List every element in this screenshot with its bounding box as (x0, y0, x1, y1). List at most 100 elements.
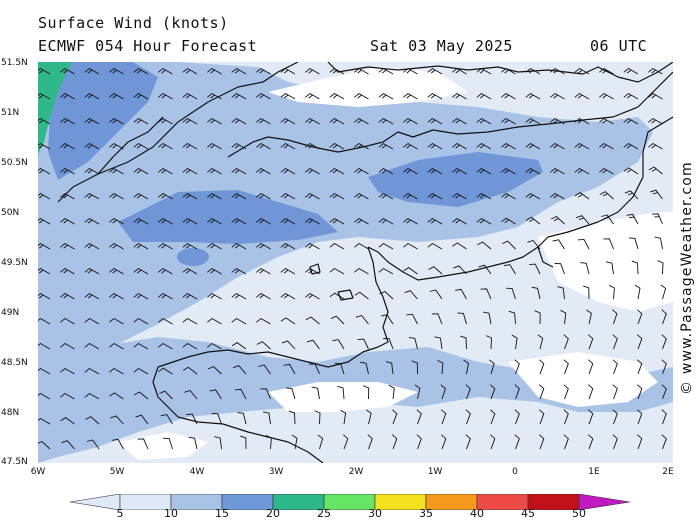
calm-area-east (538, 212, 673, 312)
wind-barb (360, 361, 369, 375)
wind-barb (506, 287, 516, 300)
wind-barb (599, 92, 614, 100)
wind-barb (214, 436, 222, 450)
wind-barb (455, 288, 467, 300)
lat-label: 50N (1, 208, 20, 218)
wind-barb (60, 242, 75, 250)
wind-barb (256, 192, 271, 200)
wind-barb (133, 267, 149, 275)
wind-barb (256, 217, 271, 225)
wind-barb (60, 167, 75, 175)
wind-barb (231, 92, 247, 100)
wind-barb (158, 167, 173, 175)
wind-barb (601, 214, 614, 225)
wind-barb (414, 384, 421, 400)
wind-barb (291, 434, 298, 450)
wind-barb (60, 67, 75, 75)
wind-barb (38, 242, 51, 250)
wind-barb (612, 384, 618, 400)
wind-barb (188, 436, 198, 450)
wind-barb (329, 92, 345, 100)
wind-barb (501, 167, 516, 175)
wind-barb (501, 67, 516, 75)
wind-barb (256, 267, 271, 275)
wind-barb (623, 167, 639, 175)
wind-barb (550, 92, 565, 100)
legend-label: 40 (470, 507, 484, 520)
wind-barb (403, 92, 418, 100)
wind-barb (354, 242, 369, 250)
wind-barb (280, 142, 296, 150)
wind-barb (586, 309, 592, 325)
wind-barb (231, 292, 247, 300)
wind-barb (404, 290, 418, 300)
wind-barb (403, 192, 418, 200)
wind-barb (112, 438, 124, 450)
wind-barb (476, 92, 492, 100)
wind-barb (362, 385, 370, 400)
wind-barb (514, 359, 520, 375)
wind-barb (574, 167, 590, 175)
wind-barb (237, 412, 247, 425)
wind-barb (626, 213, 639, 225)
calm-area-southeast (508, 352, 658, 407)
wind-barb (135, 414, 149, 425)
lat-label: 51.5N (1, 58, 28, 68)
wind-barb (84, 142, 100, 150)
wind-barb (631, 260, 639, 275)
wind-barb (281, 340, 296, 350)
credit-watermark: © www.PassageWeather.com (679, 161, 695, 395)
wind-barb (38, 167, 51, 175)
wind-barb (574, 192, 590, 200)
wind-barb (305, 267, 320, 275)
wind-barb (256, 292, 271, 300)
wind-barb (583, 285, 590, 300)
wind-barb (378, 192, 394, 200)
wind-barb (354, 291, 369, 300)
wind-barb (378, 217, 394, 225)
wind-barb (280, 67, 296, 75)
wind-barb (262, 411, 271, 425)
lon-label: 3W (268, 467, 284, 477)
wind-barb (306, 339, 320, 350)
lon-label: 2E (662, 467, 674, 477)
wind-barb (280, 192, 296, 200)
wind-barb (354, 267, 369, 275)
wind-barb (265, 434, 272, 450)
wind-barb (485, 335, 492, 350)
wind-barb (354, 167, 369, 175)
wind-barb (60, 142, 75, 150)
calm-area-north (268, 67, 468, 107)
wind-barb (525, 216, 541, 225)
wind-barb (207, 317, 222, 325)
wind-barb (283, 363, 296, 375)
wind-barb (231, 167, 247, 175)
wind-barb (514, 384, 520, 400)
wind-barb (109, 342, 124, 350)
wind-barb (329, 117, 345, 125)
wind-barb (427, 92, 443, 100)
wind-barb (207, 365, 222, 375)
wind-barb (207, 242, 222, 250)
wind-barb (661, 334, 667, 350)
wind-barb (38, 67, 51, 75)
wind-barb (84, 367, 100, 375)
wind-barb (537, 334, 544, 350)
wind-barb (525, 67, 541, 75)
wind-barb (648, 166, 663, 175)
wind-barb (637, 434, 643, 450)
wind-barb (334, 362, 345, 375)
wind-barb (623, 142, 639, 150)
wind-barb (231, 192, 247, 200)
wind-barb (577, 238, 590, 250)
lat-label: 48.5N (1, 358, 28, 368)
wind-barb (525, 192, 541, 200)
wind-barb (256, 317, 271, 325)
wind-barb (453, 265, 467, 275)
wind-barb (133, 367, 149, 375)
lat-label: 49.5N (1, 258, 28, 268)
wind-barb (182, 117, 198, 125)
lon-label: 0 (512, 467, 518, 477)
wind-barb (452, 67, 467, 75)
wind-barb (329, 242, 345, 250)
